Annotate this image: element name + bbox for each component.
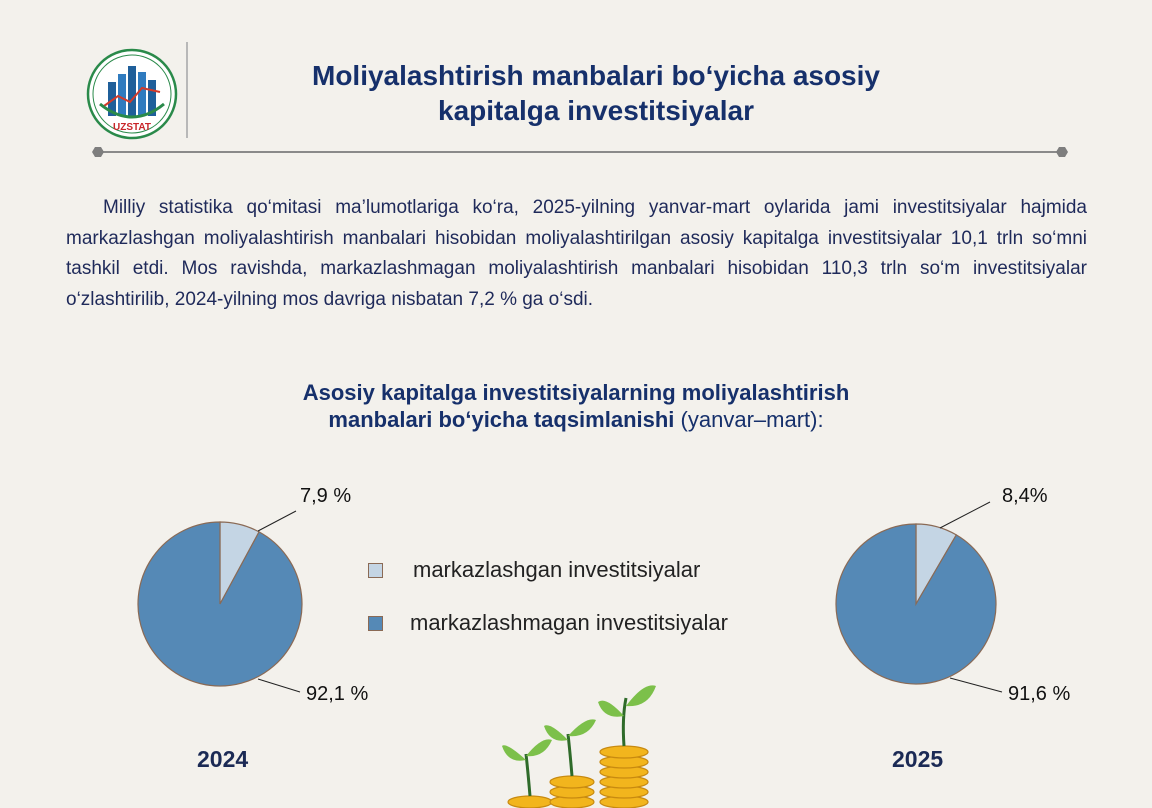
pie-2024-leader-1 [257, 678, 301, 693]
chart-heading-period: (yanvar–mart): [674, 407, 824, 432]
chart-heading-line-2: manbalari bo‘yicha taqsimlanishi [328, 407, 675, 432]
year-label-2025: 2025 [892, 746, 944, 772]
header-divider [186, 42, 188, 138]
chart-heading-line-1: Asosiy kapitalga investitsiyalarning mol… [302, 380, 850, 405]
legend-swatch-markazlashgan [368, 562, 383, 578]
pie-2024-label-0: 7,9 % [300, 485, 351, 507]
legend-label-markazlashmagan: markazlashmagan investitsiyalar [410, 610, 728, 635]
legend-label-markazlashgan: markazlashgan investitsiyalar [413, 557, 701, 582]
pie-2024-slice-1 [137, 521, 303, 687]
legend-swatch-markazlashmagan [368, 615, 383, 631]
pie-2025-slice-1 [835, 523, 997, 685]
legend-item-markazlashgan: markazlashgan investitsiyalar [368, 557, 700, 583]
pie-2025-label-0: 8,4% [1002, 485, 1048, 507]
pie-2024-label-1: 92,1 % [306, 683, 368, 705]
title-line-2: kapitalga investitsiyalar [438, 95, 754, 126]
intro-paragraph: Milliy statistika qo‘mitasi ma’lumotlari… [66, 197, 1087, 310]
pie-2025-leader-0 [939, 501, 991, 529]
chart-heading: Asosiy kapitalga investitsiyalarning mol… [196, 379, 956, 433]
pie-2025-label-1: 91,6 % [1008, 683, 1070, 705]
legend-item-markazlashmagan: markazlashmagan investitsiyalar [368, 610, 728, 636]
coins-plants-illustration [502, 685, 656, 808]
title-rule [92, 147, 1068, 157]
pie-2025-leader-1 [949, 677, 1003, 693]
logo-text: UZSTAT [113, 122, 151, 133]
year-label-2024: 2024 [197, 746, 249, 772]
title-line-1: Moliyalashtirish manbalari bo‘yicha asos… [312, 60, 880, 91]
uzstat-logo: UZSTAT [86, 48, 178, 140]
pie-2024-leader-0 [257, 510, 297, 532]
page-title: Moliyalashtirish manbalari bo‘yicha asos… [210, 58, 982, 128]
